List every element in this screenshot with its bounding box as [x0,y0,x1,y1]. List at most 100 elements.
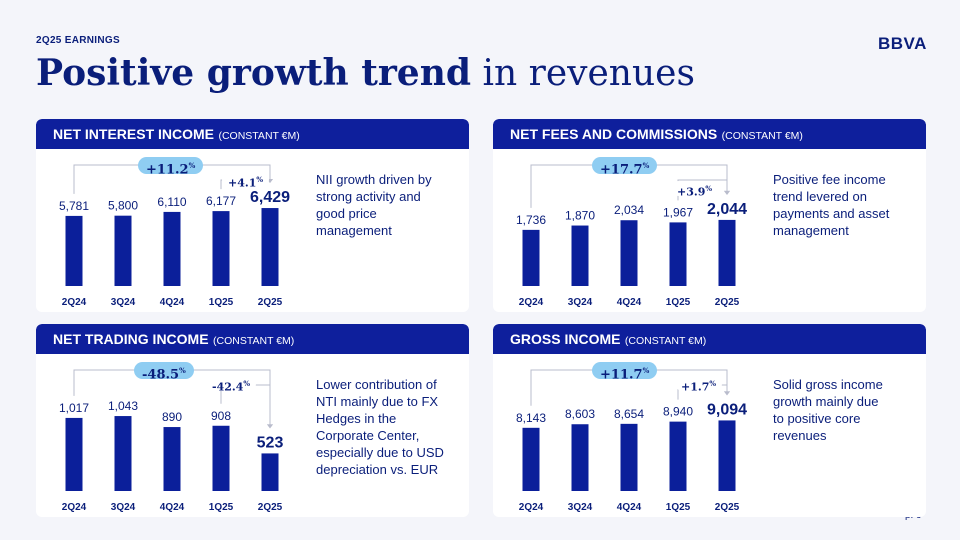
panel-net-trading-income: NET TRADING INCOME (CONSTANT €M) 1,017 2Q… [36,324,469,517]
value-label: 1,870 [565,209,595,223]
category-label: 3Q24 [568,297,593,308]
bar-2q24 [522,427,540,491]
value-label: 9,094 [707,401,747,418]
panel-description: Positive fee income trend levered on pay… [773,171,889,239]
value-label: 6,177 [206,194,236,208]
category-label: 3Q24 [568,502,593,513]
bracket-short-arrow [724,190,730,195]
category-label: 2Q24 [519,297,544,308]
category-label: 2Q24 [62,297,87,308]
value-label: 1,017 [59,401,89,415]
desc-line: especially due to USD [316,445,444,460]
value-label: 1,967 [663,205,693,219]
panel-subtitle: (CONSTANT €M) [213,335,295,347]
category-label: 1Q25 [666,502,691,513]
category-label: 2Q24 [62,502,87,513]
category-label: 4Q24 [160,502,185,513]
category-label: 1Q25 [666,297,691,308]
category-label: 2Q25 [715,297,740,308]
bar-1q25 [212,211,230,286]
bar-2q25 [261,208,279,286]
desc-line: Corporate Center, [316,428,420,443]
bbva-logo: BBVA [878,34,927,53]
category-label: 2Q24 [519,502,544,513]
bar-1q25 [669,222,687,286]
bracket-short-arrow [724,391,730,396]
value-label: 6,110 [157,195,186,209]
bar-2q25 [718,420,736,491]
category-label: 4Q24 [617,502,642,513]
category-label: 2Q25 [715,502,740,513]
growth-badge-short: +1.7% [675,376,723,394]
chart-gross-income: 8,143 2Q24 8,603 3Q24 8,654 4Q24 8,940 1Q25 9,09… [516,369,747,513]
desc-line: Lower contribution of [316,377,437,392]
page-title: Positive growth trend in revenues [36,52,695,94]
bracket-short-arrow [267,424,273,429]
growth-badge-long: +11.7% [592,362,658,382]
growth-badge-long: +11.2% [138,157,204,177]
panel-title: GROSS INCOME [510,331,621,347]
desc-line: to positive core [773,411,861,426]
category-label: 1Q25 [209,502,234,513]
desc-line: good price [316,206,377,221]
bar-1q25 [669,421,687,491]
desc-line: management [316,223,392,238]
value-label: 523 [257,434,284,451]
panel-header: NET INTEREST INCOME (CONSTANT €M) [36,119,469,149]
category-label: 4Q24 [617,297,642,308]
bar-2q25 [261,453,279,491]
category-label: 3Q24 [111,297,136,308]
panel-subtitle: (CONSTANT €M) [624,335,707,347]
bar-2q25 [718,219,736,286]
bar-3q24 [114,416,132,491]
value-label: 2,034 [614,203,644,217]
section-kicker: 2Q25 EARNINGS [36,35,120,46]
bar-4q24 [163,427,181,491]
chart-net-trading-income: 1,017 2Q24 1,043 3Q24 890 4Q24 908 1Q25 523 2Q25 [59,369,284,513]
bar-1q25 [212,425,230,491]
category-label: 4Q24 [160,297,185,308]
title-bold: Positive growth trend [36,52,472,94]
growth-badge-long: +17.7% [592,157,658,177]
bar-4q24 [620,220,638,286]
bar-3q24 [571,225,589,286]
panel-net-interest-income: NET INTEREST INCOME (CONSTANT €M) 5,781 2… [36,119,469,312]
desc-line: strong activity and [316,189,421,204]
title-rest: in revenues [482,53,695,94]
panel-title: NET TRADING INCOME [53,331,209,347]
value-label: 6,429 [250,189,290,206]
bar-2q24 [65,417,83,491]
desc-line: NTI mainly due to FX [316,394,439,409]
value-label: 5,800 [108,199,138,213]
value-label: 2,044 [707,201,747,218]
desc-line: Positive fee income [773,172,886,187]
value-label: 5,781 [59,199,89,213]
value-label: 8,603 [565,407,595,421]
bar-2q24 [522,229,540,286]
category-label: 2Q25 [258,297,283,308]
desc-line: Solid gross income [773,377,883,392]
panel-title: NET FEES AND COMMISSIONS [510,126,718,142]
panel-title: NET INTEREST INCOME [53,126,215,142]
panel-subtitle: (CONSTANT €M) [721,130,803,142]
panel-subtitle: (CONSTANT €M) [218,130,300,142]
growth-badge-short: +3.9% [671,181,719,199]
bar-2q24 [65,215,83,286]
growth-badge-long: -48.5% [134,362,194,382]
panel-header: GROSS INCOME (CONSTANT €M) [493,324,926,354]
panel-header: NET FEES AND COMMISSIONS (CONSTANT €M) [493,119,926,149]
value-label: 8,940 [663,405,693,419]
bar-4q24 [620,423,638,491]
desc-line: trend levered on [773,189,867,204]
growth-badge-short: -42.4% [206,376,257,394]
chart-net-interest-income: 5,781 2Q24 5,800 3Q24 6,110 4Q24 6,177 1Q25 6,42… [59,164,290,308]
category-label: 3Q24 [111,502,136,513]
chart-net-fees-commissions: 1,736 2Q24 1,870 3Q24 2,034 4Q24 1,967 1Q25 2,04… [516,164,747,308]
bar-3q24 [114,215,132,286]
value-label: 1,043 [108,399,138,413]
panel-description: NII growth driven by strong activity and… [316,171,432,239]
panel-header: NET TRADING INCOME (CONSTANT €M) [36,324,469,354]
value-label: 1,736 [516,213,546,227]
desc-line: Hedges in the [316,411,397,426]
desc-line: NII growth driven by [316,172,432,187]
